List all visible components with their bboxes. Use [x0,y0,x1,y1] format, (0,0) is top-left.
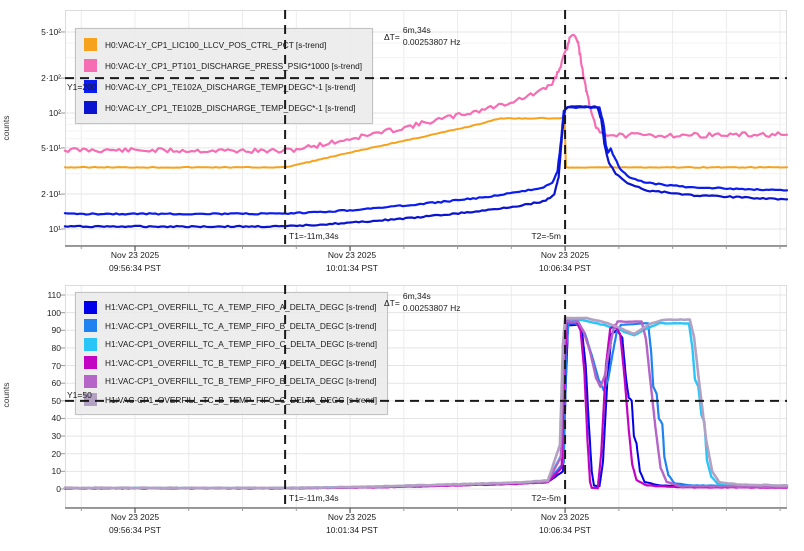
legend-item[interactable]: H0:VAC-LY_CP1_TE102B_DISCHARGE_TEMP_DEGC… [84,97,362,118]
delta-t-frequency: 0.00253807 Hz [402,302,461,313]
y-tick-label: 10¹ [48,223,61,234]
legend-label: H0:VAC-LY_CP1_LIC100_LLCV_POS_CTRL_PCT [… [105,39,327,50]
legend-swatch [84,300,97,314]
y1-cursor-label-bottom[interactable]: Y1=50 [67,390,92,400]
legend-item[interactable]: H1:VAC-CP1_OVERFILL_TC_B_TEMP_FIFO_A_DEL… [84,354,377,373]
legend-item[interactable]: H0:VAC-LY_CP1_LIC100_LLCV_POS_CTRL_PCT [… [84,34,362,55]
legend-label: H1:VAC-CP1_OVERFILL_TC_A_TEMP_FIFO_B_DEL… [105,320,377,331]
legend-swatch [84,337,97,351]
t1-cursor-label-top[interactable]: T1=-11m,34s [289,231,339,241]
delta-t-readout-bottom: ΔT= 6m,34s 0.00253807 Hz [384,291,461,314]
y-tick-label: 60 [51,378,61,389]
x-tick-top-1: Nov 23 2025 10:01:34 PST [326,250,378,273]
y1-cursor-label-top[interactable]: Y1=200 [67,82,97,92]
delta-t-duration: 6m,34s [402,291,431,301]
t2-cursor-label-top[interactable]: T2=-5m [531,231,561,241]
y-tick-label: 70 [51,360,61,371]
legend-swatch [84,101,97,114]
y-tick-label: 50 [51,395,61,406]
delta-t-readout-top: ΔT= 6m,34s 0.00253807 Hz [384,25,461,48]
legend-label: H1:VAC-CP1_OVERFILL_TC_B_TEMP_FIFO_A_DEL… [105,357,377,368]
legend-swatch [84,80,97,93]
legend-label: H0:VAC-LY_CP1_PT101_DISCHARGE_PRESS_PSIG… [105,60,363,71]
delta-t-duration: 6m,34s [402,25,431,35]
x-tick-bottom-1: Nov 23 2025 10:01:34 PST [326,512,378,535]
y-tick-label: 10 [51,466,61,477]
legend-swatch [84,393,97,407]
y-tick-label: 5·10² [41,26,61,37]
t1-cursor-label-bottom[interactable]: T1=-11m,34s [289,493,339,503]
legend-label: H1:VAC-CP1_OVERFILL_TC_B_TEMP_FIFO_C_DEL… [105,394,378,405]
legend-swatch [84,356,97,370]
y-axis-ticks-bottom: 110 100 90 80 70 60 50 40 30 20 10 0 [0,285,61,509]
legend-item[interactable]: H1:VAC-CP1_OVERFILL_TC_A_TEMP_FIFO_C_DEL… [84,335,377,354]
legend-swatch [84,374,97,388]
legend-label: H0:VAC-LY_CP1_TE102B_DISCHARGE_TEMP_DEGC… [105,102,356,113]
legend-item[interactable]: H1:VAC-CP1_OVERFILL_TC_A_TEMP_FIFO_B_DEL… [84,317,377,336]
y-tick-label: 100 [46,307,61,318]
legend-label: H1:VAC-CP1_OVERFILL_TC_B_TEMP_FIFO_B_DEL… [105,376,377,387]
chart-bottom: H1:VAC-CP1_OVERFILL_TC_A_TEMP_FIFO_A_DEL… [61,285,789,513]
plot-area-bottom[interactable] [61,285,789,513]
legend-swatch [84,319,97,333]
y-tick-label: 110 [47,290,61,301]
legend-item[interactable]: H1:VAC-CP1_OVERFILL_TC_A_TEMP_FIFO_A_DEL… [84,298,377,317]
delta-t-prefix: ΔT= [384,297,400,308]
legend-item[interactable]: H0:VAC-LY_CP1_TE102A_DISCHARGE_TEMP_DEGC… [84,76,362,97]
legend-bottom: H1:VAC-CP1_OVERFILL_TC_A_TEMP_FIFO_A_DEL… [75,292,389,415]
legend-swatch [84,59,97,72]
y-tick-label: 2·10² [41,73,61,84]
delta-t-frequency: 0.00253807 Hz [402,36,461,47]
legend-label: H1:VAC-CP1_OVERFILL_TC_A_TEMP_FIFO_C_DEL… [105,339,378,350]
delta-t-prefix: ΔT= [384,31,400,42]
legend-item[interactable]: H1:VAC-CP1_OVERFILL_TC_B_TEMP_FIFO_B_DEL… [84,372,377,391]
t2-cursor-label-bottom[interactable]: T2=-5m [531,493,561,503]
y-tick-label: 0 [56,483,61,494]
y-axis-ticks-top: 5·10² 2·10² 10² 5·10¹ 2·10¹ 10¹ [0,10,61,247]
x-tick-bottom-0: Nov 23 2025 09:56:34 PST [109,512,161,535]
y-tick-label: 2·10¹ [41,189,61,200]
y-tick-label: 30 [51,431,61,442]
legend-item[interactable]: H1:VAC-CP1_OVERFILL_TC_B_TEMP_FIFO_C_DEL… [84,391,377,410]
y-tick-label: 80 [51,342,61,353]
legend-swatch [84,38,97,51]
legend-top: H0:VAC-LY_CP1_LIC100_LLCV_POS_CTRL_PCT [… [75,28,374,124]
x-tick-top-0: Nov 23 2025 09:56:34 PST [109,250,161,273]
y-tick-label: 20 [51,448,61,459]
y-tick-label: 5·10¹ [41,142,61,153]
y-tick-label: 90 [51,325,61,336]
y-tick-label: 10² [48,107,61,118]
y-tick-label: 40 [51,413,61,424]
x-tick-bottom-2: Nov 23 2025 10:06:34 PST [539,512,591,535]
legend-item[interactable]: H0:VAC-LY_CP1_PT101_DISCHARGE_PRESS_PSIG… [84,55,362,76]
x-tick-top-2: Nov 23 2025 10:06:34 PST [539,250,591,273]
legend-label: H0:VAC-LY_CP1_TE102A_DISCHARGE_TEMP_DEGC… [105,81,356,92]
chart-top: H0:VAC-LY_CP1_LIC100_LLCV_POS_CTRL_PCT [… [61,10,789,251]
legend-label: H1:VAC-CP1_OVERFILL_TC_A_TEMP_FIFO_A_DEL… [105,302,377,313]
